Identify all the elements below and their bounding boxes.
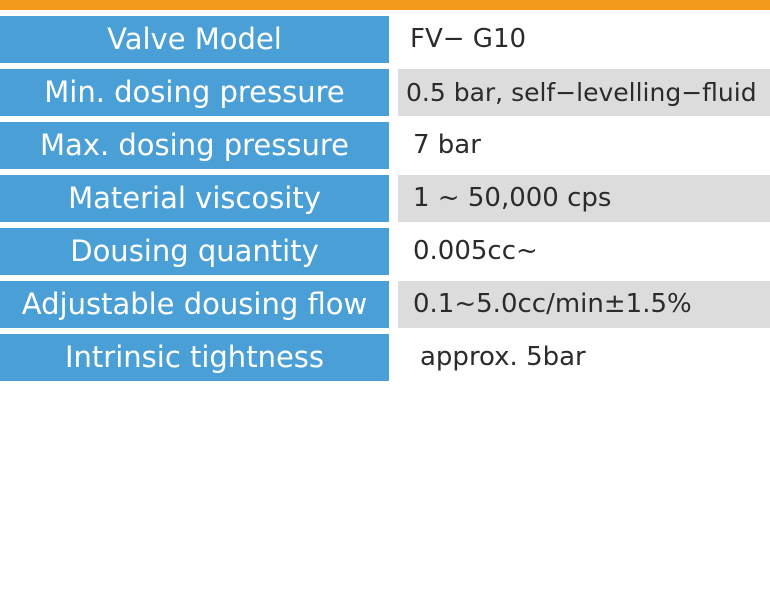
spec-label: Material viscosity bbox=[0, 175, 389, 222]
spec-value: 0.005cc~ bbox=[413, 236, 538, 266]
spec-label: Valve Model bbox=[0, 16, 389, 63]
spec-row-material-viscosity: Material viscosity 1 ~ 50,000 cps bbox=[0, 175, 770, 222]
spec-label: Max. dosing pressure bbox=[0, 122, 389, 169]
spec-label: Adjustable dousing flow bbox=[0, 281, 389, 328]
spec-row-min-dosing-pressure: Min. dosing pressure 0.5 bar, self−level… bbox=[0, 69, 770, 116]
spec-label: Intrinsic tightness bbox=[0, 334, 389, 381]
spec-value: 1 ~ 50,000 cps bbox=[398, 175, 770, 222]
spec-row-dousing-quantity: Dousing quantity 0.005cc~ bbox=[0, 228, 770, 275]
spec-row-max-dosing-pressure: Max. dosing pressure 7 bar bbox=[0, 122, 770, 169]
spec-value: approx. 5bar bbox=[420, 342, 586, 372]
spec-label: Min. dosing pressure bbox=[0, 69, 389, 116]
spec-row-intrinsic-tightness: Intrinsic tightness approx. 5bar bbox=[0, 334, 770, 381]
spec-value: 0.1~5.0cc/min±1.5% bbox=[398, 281, 770, 328]
spec-value: 7 bar bbox=[413, 130, 481, 160]
spec-label: Dousing quantity bbox=[0, 228, 389, 275]
specification-table: Valve Model FV− G10 Min. dosing pressure… bbox=[0, 16, 770, 387]
spec-row-adjustable-dousing-flow: Adjustable dousing flow 0.1~5.0cc/min±1.… bbox=[0, 281, 770, 328]
spec-row-valve-model: Valve Model FV− G10 bbox=[0, 16, 770, 63]
spec-value: FV− G10 bbox=[410, 24, 527, 54]
orange-accent-bar bbox=[0, 0, 770, 10]
spec-value: 0.5 bar, self−levelling−fluid bbox=[398, 69, 770, 116]
